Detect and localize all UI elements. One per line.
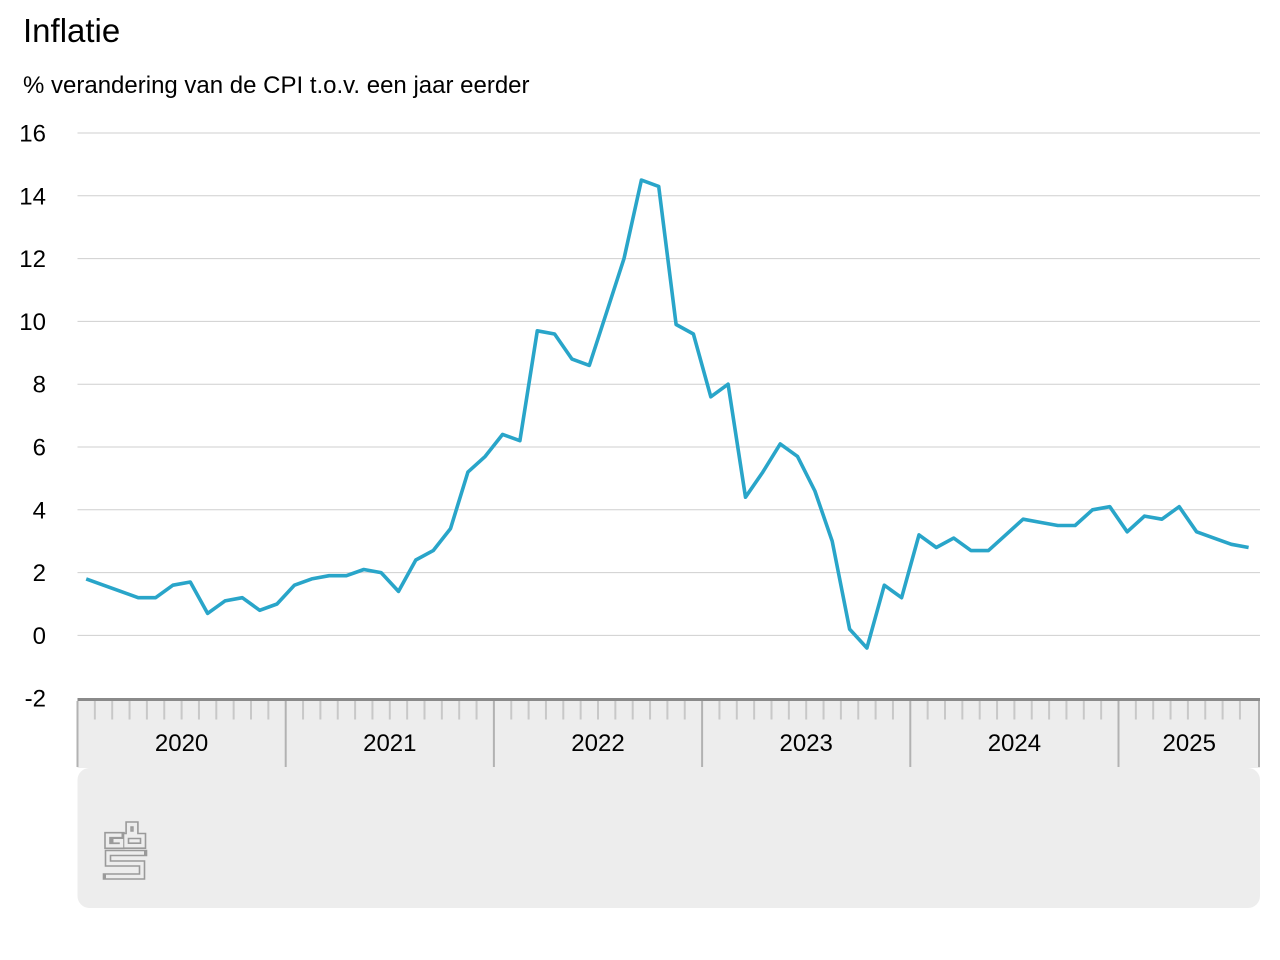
y-axis-label: 12 [19, 246, 46, 273]
year-label: 2024 [988, 730, 1041, 757]
gridlines [77, 132, 1260, 636]
y-axis-label: 8 [33, 372, 46, 399]
year-label: 2020 [155, 730, 208, 757]
inflation-line [85, 178, 1249, 650]
year-label: 2023 [780, 730, 833, 757]
y-axis-label: 4 [33, 497, 46, 524]
timeline-band [77, 698, 1260, 768]
footer-panel [77, 768, 1260, 908]
y-axis-label: 10 [19, 309, 46, 336]
year-label: 2022 [571, 730, 624, 757]
y-axis-label: 0 [33, 623, 46, 650]
chart-subtitle: % verandering van de CPI t.o.v. een jaar… [23, 72, 530, 99]
y-axis-labels: 16 14 12 10 8 6 4 2 0 -2 [19, 121, 46, 713]
y-axis-label: 6 [33, 435, 46, 462]
y-axis-label: -2 [25, 686, 46, 713]
series-line-group [85, 178, 1249, 650]
year-label: 2021 [363, 730, 416, 757]
y-axis-label: 2 [33, 560, 46, 587]
y-axis-label: 14 [19, 183, 46, 210]
chart-title: Inflatie [23, 12, 121, 49]
year-label: 2025 [1163, 730, 1216, 757]
cbs-logo [102, 821, 148, 880]
timeline-axis: 2020 2021 2022 2023 2024 2025 [76, 698, 1260, 908]
y-axis-label: 16 [19, 121, 46, 148]
